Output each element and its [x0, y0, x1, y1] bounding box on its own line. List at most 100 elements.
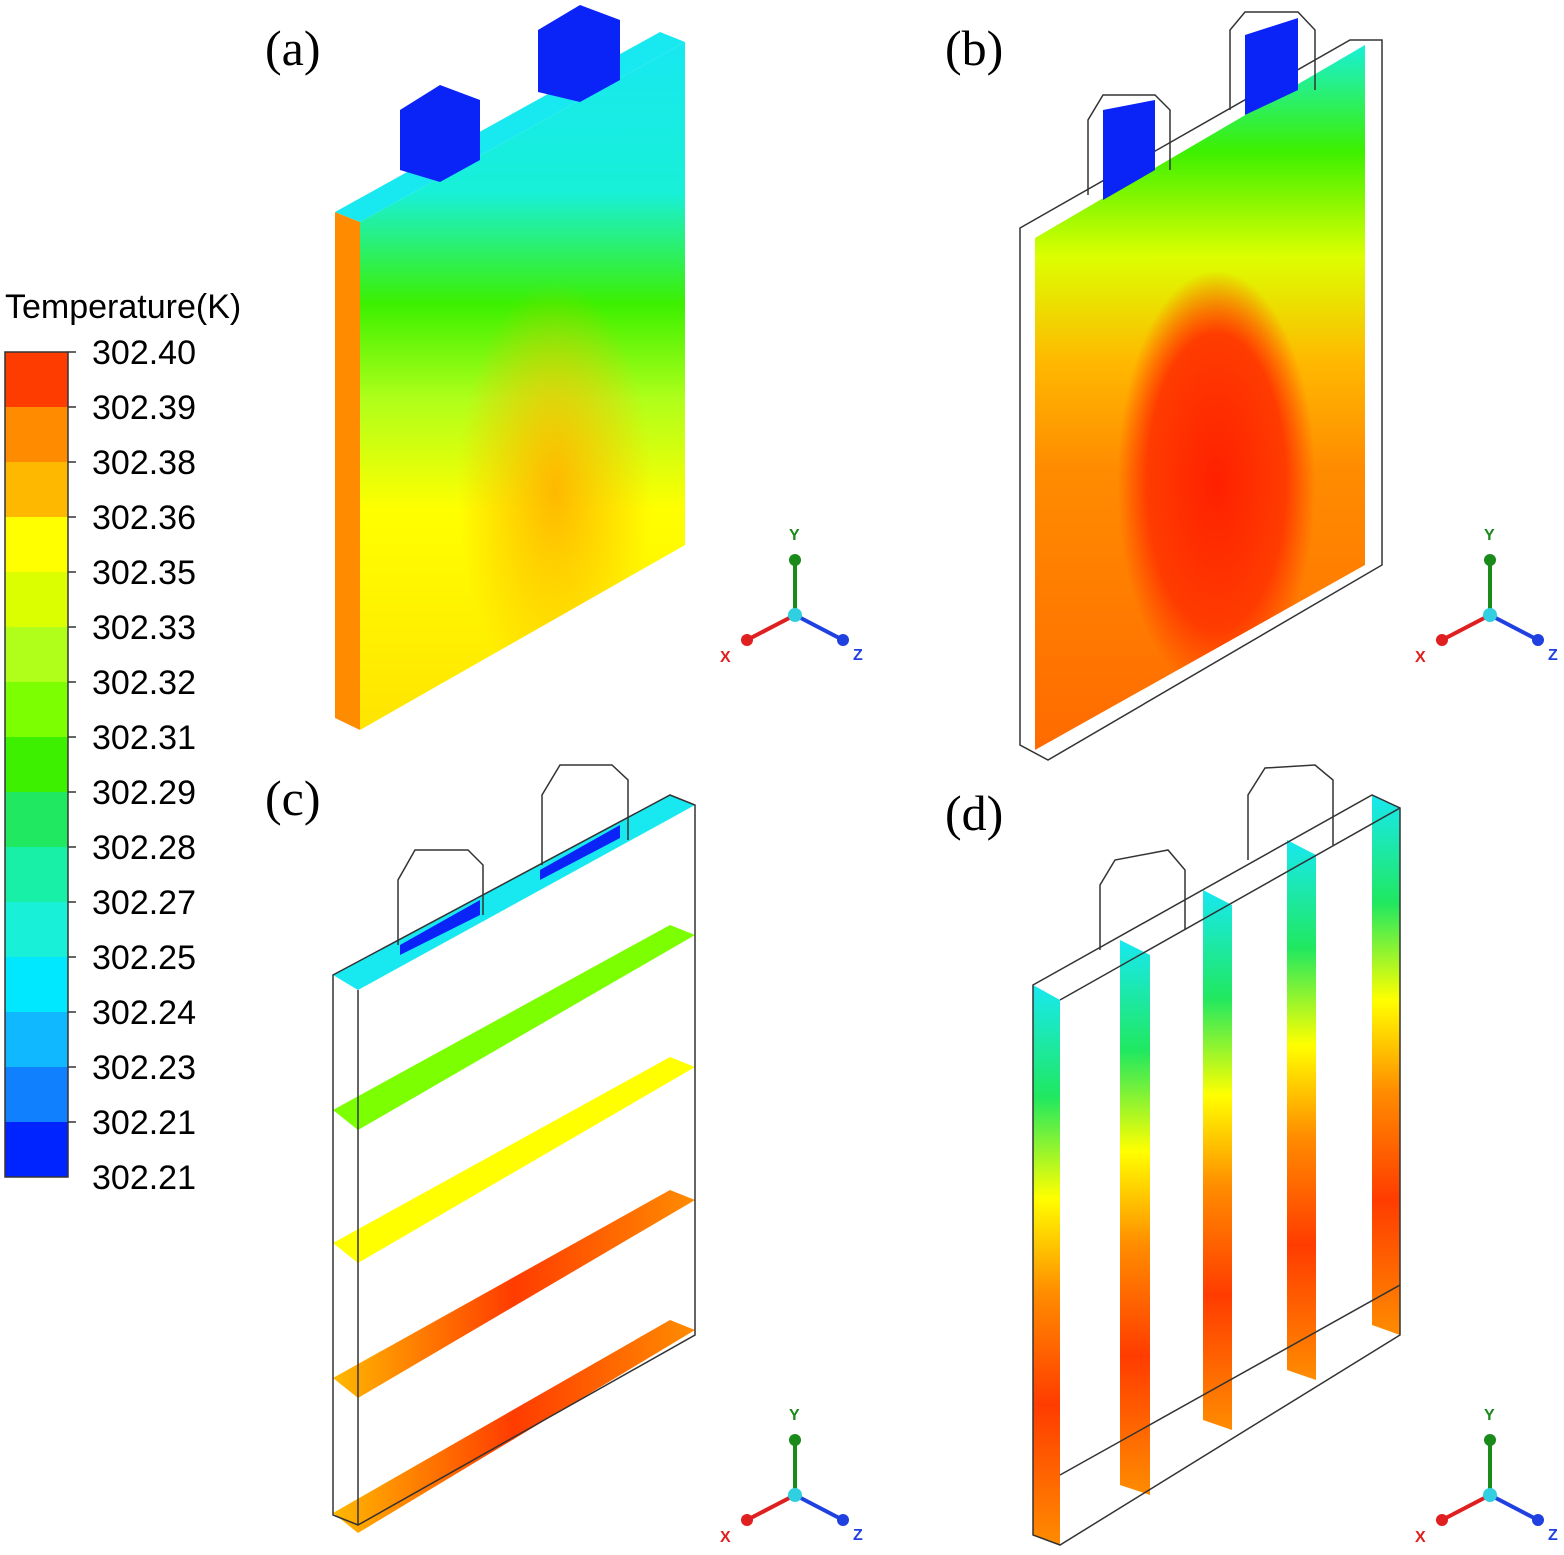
axis-label: X: [1415, 649, 1426, 666]
legend-label: 302.38: [92, 444, 196, 482]
tab: [538, 5, 620, 102]
legend-label: 302.35: [92, 554, 196, 592]
panel-label: (b): [945, 20, 1003, 76]
axis-label: Z: [1548, 1527, 1558, 1544]
outline: [1032, 794, 1401, 1546]
legend-band: [5, 572, 68, 627]
tab-outline: [1087, 94, 1171, 195]
outline: [1019, 39, 1383, 761]
panel-label: (c): [265, 770, 321, 826]
axis-head: [1436, 634, 1448, 646]
legend-band: [5, 847, 68, 902]
axis-triad: Y X Z: [1415, 527, 1558, 666]
axis-arm: [794, 613, 844, 642]
legend-label: 302.33: [92, 609, 196, 647]
axis-triad: Y X Z: [1415, 1407, 1558, 1546]
axis-arm: [1489, 613, 1539, 642]
slice: [333, 1190, 695, 1398]
slice: [333, 1057, 695, 1263]
strip: [1120, 940, 1150, 1495]
tab-outline: [1247, 764, 1334, 860]
tab: [1245, 18, 1298, 115]
axis-label: Z: [1548, 647, 1558, 664]
axis-head: [1532, 1514, 1544, 1526]
hot-spot: [1035, 45, 1365, 750]
axis-head: [789, 554, 801, 566]
tab-outline: [397, 849, 484, 945]
legend-label: 302.23: [92, 1049, 196, 1087]
axis-label: X: [720, 1529, 731, 1546]
tab-contact: [400, 900, 480, 955]
legend-label: 302.39: [92, 389, 196, 427]
axis-head: [1484, 1434, 1496, 1446]
axis-arm: [1489, 1493, 1539, 1522]
axis-origin: [788, 1488, 802, 1502]
tab-contact: [540, 825, 620, 880]
axis-label: Y: [789, 1407, 800, 1424]
tab: [400, 85, 480, 182]
edge: [1059, 1284, 1401, 1476]
axis-origin: [788, 608, 802, 622]
axis-head: [741, 1514, 753, 1526]
legend-band: [5, 682, 68, 737]
strip: [1203, 890, 1232, 1430]
axis-label: X: [1415, 1529, 1426, 1546]
legend-label: 302.40: [92, 334, 196, 372]
legend-label: 302.21: [92, 1104, 196, 1142]
outline: [332, 794, 696, 1526]
axis-label: Z: [853, 1527, 863, 1544]
panel-d: (d): [945, 764, 1401, 1546]
panel-a: (a): [265, 5, 685, 730]
edge: [1059, 807, 1401, 1001]
legend-band: [5, 517, 68, 572]
tab-outline: [1099, 849, 1186, 950]
strip: [1372, 795, 1400, 1335]
axis-head: [837, 1514, 849, 1526]
panel-c: (c): [265, 764, 696, 1533]
legend-band: [5, 902, 68, 957]
axis-origin: [1483, 608, 1497, 622]
legend-label: 302.29: [92, 774, 196, 812]
axis-head: [837, 634, 849, 646]
legend-frame: [4, 351, 69, 1178]
legend-label: 302.21: [92, 1159, 196, 1197]
strip: [1287, 840, 1316, 1380]
legend-band: [5, 1067, 68, 1122]
legend-band: [5, 792, 68, 847]
legend-band: [5, 1012, 68, 1067]
legend-label: 302.27: [92, 884, 196, 922]
panel-label: (a): [265, 20, 321, 76]
side-face: [335, 212, 360, 730]
axis-head: [1532, 634, 1544, 646]
panel-label: (d): [945, 785, 1003, 841]
legend-label: 302.28: [92, 829, 196, 867]
slice: [333, 1320, 695, 1533]
panel-b: (b): [945, 11, 1383, 761]
axis-head: [1484, 554, 1496, 566]
tab-outline: [1229, 11, 1316, 110]
legend-label: 302.31: [92, 719, 196, 757]
axis-label: Z: [853, 647, 863, 664]
legend-label: 302.32: [92, 664, 196, 702]
axis-label: Y: [1484, 1407, 1495, 1424]
slice: [333, 925, 695, 1130]
axis-arm: [1441, 1493, 1491, 1522]
axis-head: [1436, 1514, 1448, 1526]
tab: [1103, 100, 1155, 200]
legend-band: [5, 407, 68, 462]
axis-label: Y: [789, 527, 800, 544]
legend-label: 302.24: [92, 994, 196, 1032]
legend-band: [5, 737, 68, 792]
axis-triad: Y X Z: [720, 1407, 863, 1546]
axis-origin: [1483, 1488, 1497, 1502]
legend-band: [5, 957, 68, 1012]
axis-head: [741, 634, 753, 646]
legend-label: 302.36: [92, 499, 196, 537]
legend-band: [5, 462, 68, 517]
axis-arm: [794, 1493, 844, 1522]
strip: [1033, 985, 1060, 1545]
axis-arm: [746, 1493, 796, 1522]
tab-outline: [541, 764, 629, 865]
axis-arm: [746, 613, 796, 642]
